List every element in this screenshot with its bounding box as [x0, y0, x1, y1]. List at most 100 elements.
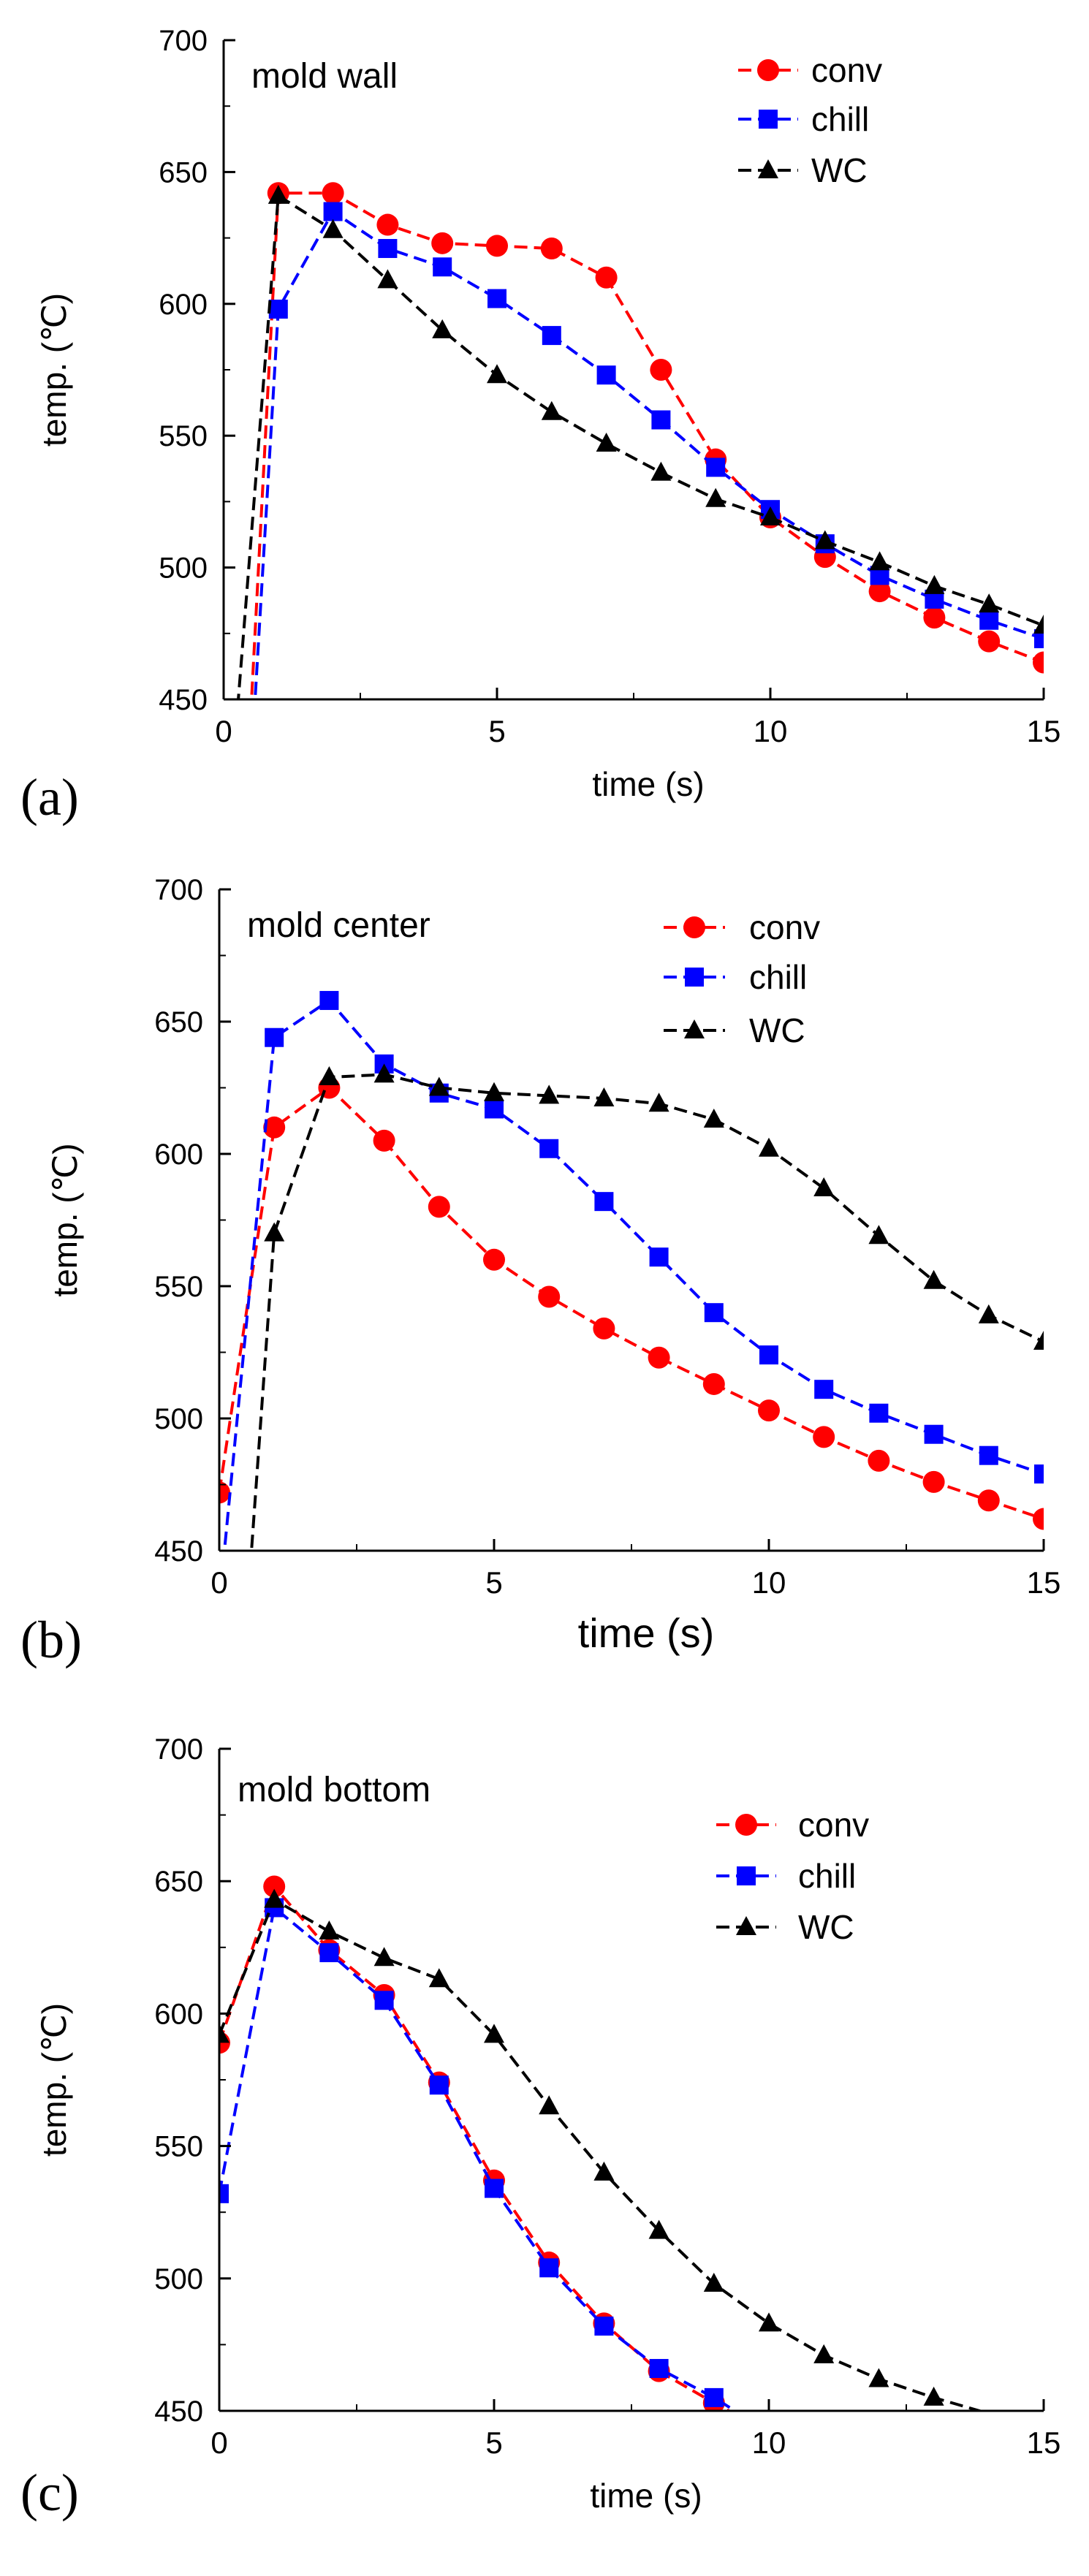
- data-point-wc: [264, 1888, 285, 1908]
- data-point-conv: [486, 235, 508, 257]
- data-point-wc: [705, 487, 726, 507]
- data-point-conv: [868, 1449, 890, 1472]
- data-point-wc: [593, 1087, 615, 1106]
- data-point-wc: [814, 530, 835, 550]
- data-point-wc: [539, 1084, 560, 1104]
- legend-marker-wc: [758, 159, 778, 178]
- data-point-wc: [979, 593, 1000, 613]
- x-tick-label: 5: [488, 714, 505, 748]
- panel-label: (b): [20, 1611, 82, 1669]
- data-point-chill: [594, 2317, 614, 2336]
- data-point-conv: [431, 232, 454, 254]
- data-point-wc: [484, 2024, 504, 2043]
- x-tick-label: 5: [485, 2425, 502, 2460]
- data-point-chill: [542, 326, 561, 346]
- legend-label-wc: WC: [749, 1011, 805, 1049]
- data-point-conv: [373, 1129, 395, 1152]
- series-line-conv: [219, 1086, 1044, 1521]
- data-point-wc: [377, 269, 398, 289]
- x-tick-label: 5: [485, 1565, 502, 1600]
- legend-label-wc: WC: [798, 1908, 854, 1946]
- data-point-chill: [594, 1192, 614, 1212]
- data-point-wc: [813, 2344, 835, 2363]
- data-point-chill: [323, 202, 343, 221]
- data-point-chill: [704, 1303, 724, 1323]
- data-point-chill: [219, 2184, 229, 2203]
- legend-marker-chill: [759, 110, 778, 129]
- data-point-wc: [264, 1222, 285, 1242]
- legend-label-chill: chill: [749, 958, 807, 996]
- data-point-wc: [813, 1177, 835, 1197]
- panel-label: (a): [20, 768, 79, 827]
- data-point-conv: [263, 1116, 286, 1139]
- chart-panel-2: 450 500 550 600 650 700 0 5 10 15 time (s) temp. (℃…: [20, 874, 1061, 1669]
- legend-marker-wc: [736, 1916, 756, 1935]
- data-point-wc: [487, 364, 507, 384]
- legend-label-conv: conv: [811, 51, 882, 89]
- data-point-wc: [923, 2386, 944, 2406]
- y-tick-label: 700: [154, 874, 203, 906]
- data-point-wc: [484, 1082, 504, 1101]
- data-point-conv: [219, 1481, 230, 1504]
- data-point-wc: [759, 1137, 779, 1157]
- data-point-chill: [429, 2075, 449, 2095]
- data-point-chill: [759, 1345, 778, 1365]
- y-tick-label: 650: [159, 156, 208, 189]
- x-tick-label: 0: [210, 1565, 227, 1600]
- data-point-wc: [648, 1093, 669, 1112]
- data-point-wc: [373, 1063, 395, 1083]
- data-point-conv: [977, 1489, 1000, 1512]
- data-point-wc: [703, 2273, 724, 2292]
- legend: conv chill WC: [738, 51, 882, 189]
- y-tick-label: 500: [154, 1403, 203, 1435]
- data-point-wc: [373, 1947, 395, 1967]
- legend-label-wc: WC: [811, 151, 868, 189]
- panel-label: (c): [20, 2463, 79, 2522]
- data-point-wc: [539, 2095, 560, 2115]
- y-tick-label: 700: [159, 25, 208, 57]
- series-layer: [237, 182, 1044, 699]
- x-tick-label: 15: [1027, 714, 1061, 748]
- data-point-wc: [760, 506, 781, 526]
- data-point-wc: [1033, 614, 1044, 634]
- data-point-chill: [706, 457, 726, 477]
- legend: conv chill WC: [664, 908, 820, 1049]
- data-point-chill: [814, 1380, 834, 1399]
- legend-label-chill: chill: [811, 100, 869, 138]
- y-tick-label: 600: [154, 1139, 203, 1171]
- data-point-chill: [487, 289, 506, 308]
- chart-title: mold wall: [251, 57, 398, 96]
- data-point-conv: [376, 213, 399, 236]
- series-line-wc: [237, 194, 1044, 699]
- x-tick-label: 15: [1027, 1565, 1061, 1600]
- data-point-chill: [485, 1099, 504, 1119]
- y-tick-label: 550: [154, 2131, 203, 2163]
- data-point-wc: [219, 2024, 229, 2043]
- data-point-conv: [650, 359, 672, 381]
- y-axis-label: temp. (℃): [35, 2003, 73, 2157]
- data-point-conv: [923, 607, 946, 629]
- legend-label-conv: conv: [798, 1806, 869, 1844]
- data-point-wc: [923, 1269, 944, 1289]
- y-tick-label: 600: [154, 1998, 203, 2030]
- data-point-chill: [374, 1991, 394, 2010]
- data-point-conv: [868, 580, 891, 603]
- y-tick-label: 500: [159, 552, 208, 585]
- data-point-chill: [649, 2359, 669, 2379]
- data-point-conv: [538, 1285, 561, 1308]
- y-tick-label: 600: [159, 289, 208, 321]
- data-point-wc: [1033, 1331, 1044, 1350]
- x-axis-label: time (s): [590, 2477, 702, 2515]
- data-point-chill: [378, 239, 398, 259]
- data-point-chill: [704, 2387, 724, 2407]
- data-point-conv: [1033, 651, 1044, 674]
- data-point-chill: [869, 1403, 889, 1423]
- data-point-wc: [428, 1968, 449, 1988]
- series-line-wc: [219, 1898, 985, 2411]
- data-point-chill: [979, 1445, 998, 1465]
- data-point-wc: [648, 2219, 669, 2239]
- legend-marker-chill: [737, 1866, 756, 1885]
- data-point-wc: [869, 551, 890, 571]
- x-tick-label: 10: [752, 1565, 786, 1600]
- data-point-conv: [540, 238, 563, 260]
